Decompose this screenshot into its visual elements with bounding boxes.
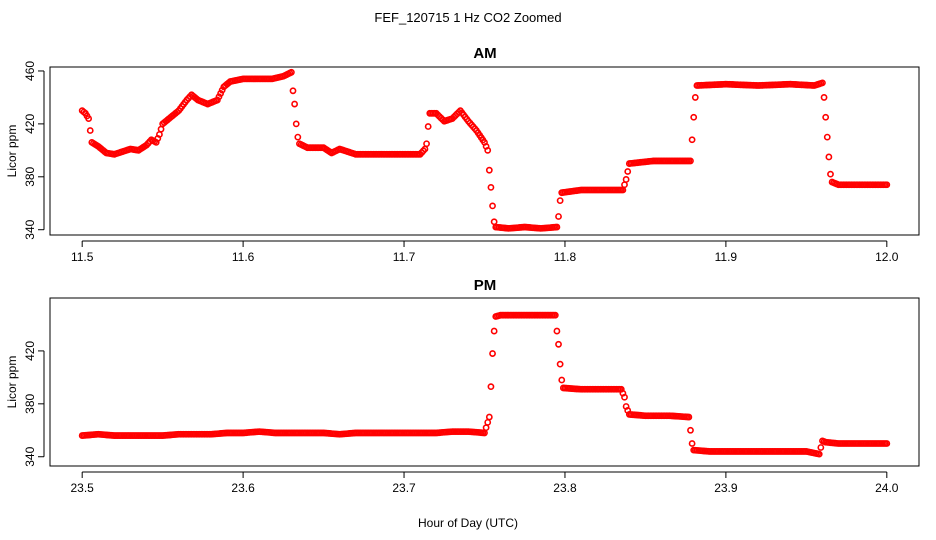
am-y-axis: 340 380 420 460 [23,61,45,240]
am-data-point [485,166,493,174]
pm-data-point [688,440,696,447]
pm-data-point [815,450,823,458]
am-data-point [218,86,226,94]
pm-data-point [489,350,496,357]
am-data-point [489,202,496,210]
pm-x-tick-label: 23.6 [231,481,255,495]
pm-x-axis: 23.5 23.6 23.7 23.8 23.9 24.0 [71,471,899,495]
pm-data-point [490,327,498,335]
am-data-point [883,181,891,189]
pm-data-point [487,383,495,391]
pm-x-tick-label: 23.8 [553,481,577,495]
am-data-point [484,146,492,154]
pm-data-point [558,376,566,384]
pm-x-tick-label: 23.9 [714,481,738,495]
pm-data-point [482,424,490,432]
am-data-point [423,140,430,148]
pm-x-tick-label: 23.7 [392,481,416,495]
pm-x-tick-label: 23.5 [71,481,95,495]
pm-data-point [817,444,825,451]
am-panel: AM Licor ppm 11.5 11.6 11.7 11.8 11.9 12.0 34… [5,45,920,264]
am-data-point [289,87,297,95]
am-data-point [157,125,165,133]
pm-data-point [556,360,564,368]
am-data-point [287,68,295,76]
am-data-point [424,123,432,130]
am-data-point [291,100,299,108]
pm-data-point [485,413,493,421]
am-data-point [621,181,628,189]
pm-data-point [685,413,693,421]
pm-x-tick-label: 24.0 [875,481,899,495]
pm-data-point [883,440,891,447]
am-data-point [294,133,302,141]
am-x-tick-label: 11.8 [554,250,577,264]
am-y-tick-label: 420 [23,114,37,134]
am-data-point [823,133,831,141]
pm-y-tick-label: 340 [23,446,37,466]
pm-data-point [621,393,628,401]
pm-y-axis: 340 380 420 [23,341,45,467]
am-data-point [688,136,696,144]
am-data-point [690,113,698,121]
am-data-point [156,131,163,138]
am-data-point [820,94,828,101]
am-data-point [217,90,224,97]
pm-data-points [78,311,891,458]
am-x-tick-label: 12.0 [875,250,899,264]
am-data-point [825,153,833,161]
am-data-point [213,96,221,104]
am-data-point [691,94,699,101]
am-data-point [85,115,93,122]
am-data-point [827,170,834,178]
pm-data-point [687,426,694,434]
am-y-tick-label: 380 [23,166,37,186]
am-data-point [555,213,562,220]
am-plot-frame [49,66,920,236]
am-data-point [292,120,300,128]
am-data-point [687,157,694,165]
pm-y-tick-label: 420 [23,341,37,361]
pm-y-tick-label: 380 [23,393,37,413]
am-y-tick-label: 340 [23,219,37,239]
pm-y-axis-label: Licor ppm [5,356,19,409]
am-data-point [622,176,630,183]
pm-data-point [484,418,492,426]
am-x-tick-label: 11.7 [393,250,416,264]
figure-title: FEF_120715 1 Hz CO2 Zoomed [374,10,561,25]
am-data-point [556,197,564,205]
am-x-tick-label: 11.9 [715,250,738,264]
am-x-tick-label: 11.5 [71,250,94,264]
am-x-tick-label: 11.6 [232,250,255,264]
am-data-point [553,223,561,231]
am-data-point [215,93,223,101]
pm-panel-title: PM [474,277,497,294]
am-data-point [487,183,495,191]
am-data-point [819,79,826,87]
am-y-tick-label: 460 [23,61,37,81]
pm-plot-frame [49,297,920,467]
am-x-axis: 11.5 11.6 11.7 11.8 11.9 12.0 [71,240,899,264]
pm-data-point [551,311,559,319]
pm-panel: PM Licor ppm 23.5 23.6 23.7 23.8 23.9 24.0 34… [5,277,920,495]
pm-data-point [553,327,561,335]
am-y-axis-label: Licor ppm [5,125,19,178]
am-data-point [86,127,94,134]
am-panel-title: AM [473,45,496,62]
am-data-point [490,218,498,226]
pm-data-point [555,340,562,348]
am-data-point [822,113,830,121]
am-data-points [78,68,891,232]
am-data-point [624,168,632,175]
x-axis-label: Hour of Day (UTC) [418,516,518,530]
